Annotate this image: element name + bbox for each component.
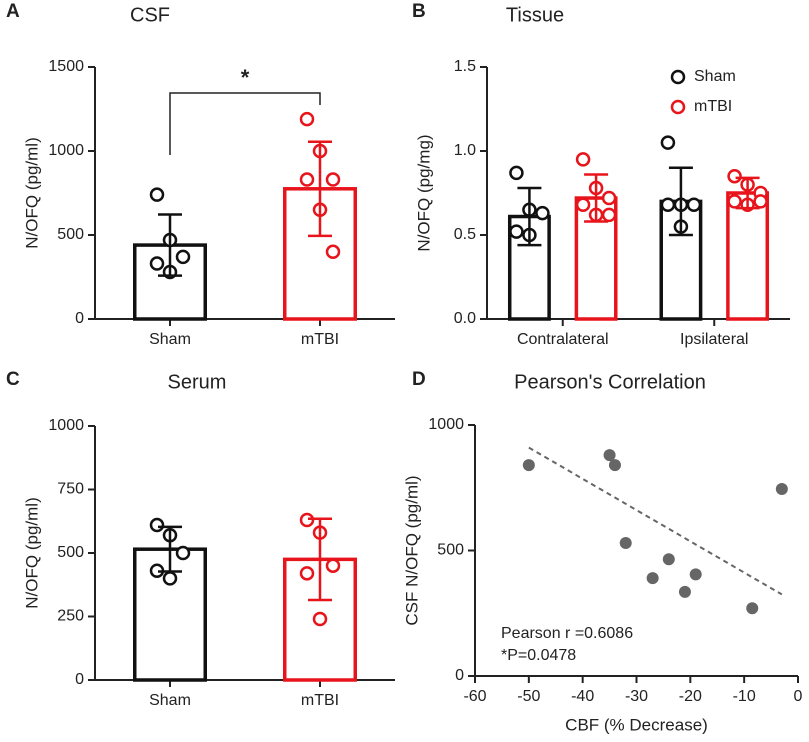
data-point xyxy=(299,172,315,187)
y-tick-label: 500 xyxy=(437,542,464,559)
x-tick-label: Ipsilateral xyxy=(680,331,748,348)
bar xyxy=(659,199,703,321)
y-tick-label: 500 xyxy=(57,226,84,243)
legend-label: Sham xyxy=(694,68,736,85)
data-point xyxy=(535,205,550,221)
data-point xyxy=(601,190,617,206)
data-point xyxy=(660,135,676,150)
y-tick-label: 0.5 xyxy=(454,226,476,243)
y-tick-label: 0.0 xyxy=(454,310,476,327)
y-axis-label: CSF N/OFQ (pg/ml) xyxy=(402,475,421,625)
x-tick-label: mTBI xyxy=(301,692,339,709)
data-point xyxy=(162,571,178,586)
panel-letter: D xyxy=(412,369,426,390)
data-point xyxy=(312,611,328,627)
data-point xyxy=(149,517,165,533)
legend-label: mTBI xyxy=(694,98,732,115)
panel-letter: C xyxy=(6,369,20,390)
legend-marker xyxy=(670,69,686,85)
x-tick-label: mTBI xyxy=(301,331,339,348)
bar xyxy=(726,191,770,321)
x-tick-label: -20 xyxy=(679,688,702,705)
x-tick-label: -10 xyxy=(733,688,756,705)
significance-label: * xyxy=(241,65,250,90)
y-tick-label: 1500 xyxy=(48,58,84,75)
x-tick-label: Sham xyxy=(149,331,191,348)
data-point xyxy=(149,187,165,202)
y-tick-label: 1.0 xyxy=(454,142,476,159)
y-tick-label: 750 xyxy=(57,481,84,498)
data-point xyxy=(646,572,659,585)
y-tick-label: 1000 xyxy=(48,142,84,159)
data-point xyxy=(662,553,675,566)
chart-title: CSF xyxy=(130,4,170,26)
panel-letter: A xyxy=(6,1,20,22)
data-point xyxy=(727,194,742,209)
data-point xyxy=(325,172,341,187)
y-tick-label: 1000 xyxy=(48,417,84,434)
x-tick-label: Contralateral xyxy=(517,331,609,348)
data-point xyxy=(753,194,768,209)
trend-line xyxy=(528,446,783,596)
y-tick-label: 250 xyxy=(57,608,84,625)
y-axis-label: N/OFQ (pg/ml) xyxy=(22,497,41,608)
annotation: Pearson r =0.6086 xyxy=(501,625,633,642)
y-axis-label: N/OFQ (pg/ml) xyxy=(22,137,41,248)
data-point xyxy=(689,568,702,581)
data-point xyxy=(601,207,617,223)
data-point xyxy=(325,244,341,260)
y-tick-label: 1.5 xyxy=(454,58,476,75)
y-tick-label: 500 xyxy=(57,544,84,561)
data-point xyxy=(678,585,691,598)
x-tick-label: -40 xyxy=(571,688,594,705)
x-tick-label: Sham xyxy=(149,692,191,709)
data-point xyxy=(175,545,191,561)
annotation: *P=0.0478 xyxy=(501,647,576,664)
chart-title: Tissue xyxy=(506,4,564,26)
data-point xyxy=(775,483,788,496)
data-point xyxy=(299,111,315,127)
significance-bracket xyxy=(169,92,321,155)
data-point xyxy=(686,197,702,213)
x-tick-label: -30 xyxy=(625,688,648,705)
data-point xyxy=(299,512,315,528)
data-point xyxy=(619,536,632,549)
data-point xyxy=(522,459,535,472)
y-tick-label: 1000 xyxy=(428,416,464,433)
x-axis-label: CBF (% Decrease) xyxy=(565,715,708,734)
x-tick-label: -50 xyxy=(517,688,540,705)
y-tick-label: 0 xyxy=(75,671,84,688)
x-tick-label: -60 xyxy=(463,688,486,705)
data-point xyxy=(727,168,742,184)
chart-title: Pearson's Correlation xyxy=(514,371,706,393)
y-tick-label: 0 xyxy=(75,310,84,327)
data-point xyxy=(149,256,165,271)
data-point xyxy=(299,566,315,581)
data-point xyxy=(325,558,341,573)
legend-marker xyxy=(670,99,686,115)
data-point xyxy=(175,249,191,265)
bar xyxy=(283,187,357,321)
panel-letter: B xyxy=(412,1,426,22)
x-tick-label: 0 xyxy=(794,688,803,705)
data-point xyxy=(509,165,524,181)
data-point xyxy=(746,602,759,615)
chart-title: Serum xyxy=(168,371,227,393)
data-point xyxy=(608,459,621,472)
data-point xyxy=(509,224,524,239)
y-axis-label: N/OFQ (pg/mg) xyxy=(414,134,433,251)
data-point xyxy=(575,197,591,213)
data-point xyxy=(660,197,676,213)
data-point xyxy=(575,152,591,167)
data-point xyxy=(603,449,616,462)
y-tick-label: 0 xyxy=(455,667,464,684)
